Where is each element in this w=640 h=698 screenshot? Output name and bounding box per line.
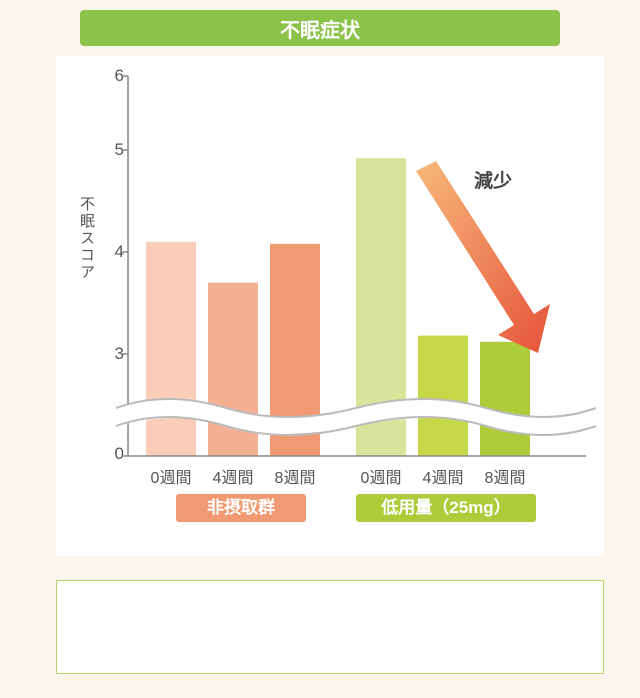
chart-panel: 不眠スコア 0 3 4 5 6 — [56, 56, 604, 556]
lower-box — [56, 580, 604, 674]
group-label-lowdose: 低用量（25mg） — [356, 494, 536, 522]
bar-lowdose-4 — [418, 336, 468, 456]
chart-title-text: 不眠症状 — [280, 14, 360, 43]
bar-lowdose-8 — [480, 342, 530, 456]
bar-control-0 — [146, 242, 196, 456]
x-tick-l0: 0週間 — [346, 464, 416, 488]
x-tick-l4: 4週間 — [408, 464, 478, 488]
annotation-decrease: 減少 — [474, 166, 512, 193]
x-tick-c4: 4週間 — [198, 464, 268, 488]
x-tick-c0: 0週間 — [136, 464, 206, 488]
x-tick-l8: 8週間 — [470, 464, 540, 488]
group-label-control: 非摂取群 — [176, 494, 306, 522]
chart-title-bar: 不眠症状 — [80, 10, 560, 46]
x-tick-c8: 8週間 — [260, 464, 330, 488]
